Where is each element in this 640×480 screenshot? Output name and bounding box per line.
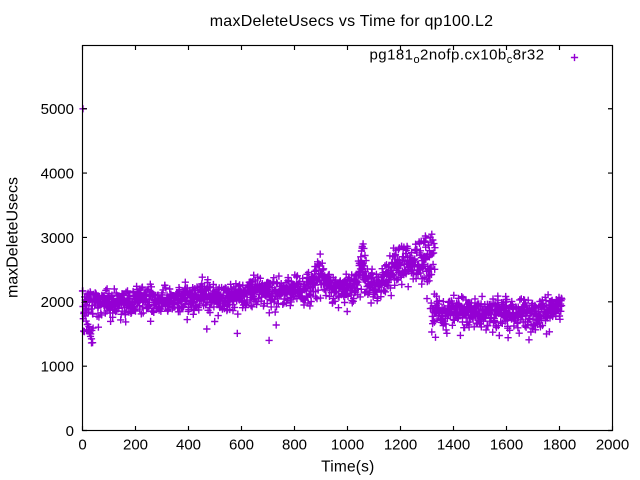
svg-text:1600: 1600 (490, 437, 523, 454)
svg-text:3000: 3000 (41, 230, 74, 247)
svg-text:0: 0 (78, 437, 86, 454)
svg-text:200: 200 (123, 437, 148, 454)
svg-text:600: 600 (229, 437, 254, 454)
svg-text:Time(s): Time(s) (321, 459, 374, 476)
svg-text:maxDeleteUsecs vs Time for qp1: maxDeleteUsecs vs Time for qp100.L2 (210, 13, 494, 30)
svg-text:1000: 1000 (331, 437, 364, 454)
svg-text:1200: 1200 (384, 437, 417, 454)
svg-text:4000: 4000 (41, 166, 74, 183)
svg-text:1400: 1400 (437, 437, 470, 454)
svg-text:2000: 2000 (41, 294, 74, 311)
svg-text:5000: 5000 (41, 101, 74, 118)
svg-text:1000: 1000 (41, 359, 74, 376)
svg-text:maxDeleteUsecs: maxDeleteUsecs (5, 177, 22, 298)
svg-text:2000: 2000 (596, 437, 629, 454)
svg-text:pg181o2nofp.cx10bc8r32: pg181o2nofp.cx10bc8r32 (370, 46, 545, 66)
svg-text:400: 400 (176, 437, 201, 454)
svg-text:800: 800 (282, 437, 307, 454)
svg-text:0: 0 (66, 423, 74, 440)
svg-text:1800: 1800 (543, 437, 576, 454)
